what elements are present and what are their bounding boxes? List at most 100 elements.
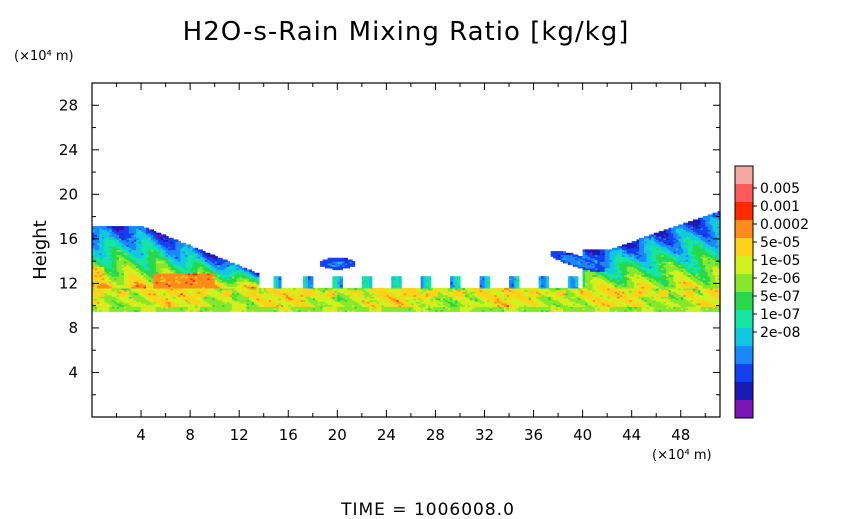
heatmap-cell (644, 299, 648, 302)
heatmap-cell (374, 309, 378, 312)
heatmap-cell (173, 309, 177, 312)
heatmap-cell (315, 292, 319, 296)
heatmap-cell (116, 309, 120, 312)
heatmap-cell (543, 279, 547, 282)
heatmap-cell (148, 296, 152, 299)
heatmap-cell (109, 281, 113, 284)
heatmap-cell (543, 284, 547, 287)
heatmap-cell (209, 291, 213, 294)
heatmap-cell (283, 299, 287, 302)
heatmap-cell (133, 301, 137, 304)
heatmap-cell (222, 277, 226, 281)
heatmap-cell (690, 277, 694, 281)
heatmap-cell (168, 302, 172, 306)
heatmap-cell (361, 287, 365, 291)
heatmap-cell (278, 304, 282, 307)
heatmap-cell (133, 309, 137, 312)
heatmap-cell (464, 299, 468, 302)
heatmap-cell (199, 307, 203, 311)
heatmap-cell (442, 306, 446, 309)
heatmap-cell (330, 294, 334, 297)
heatmap-cell (695, 282, 699, 286)
heatmap-cell (619, 296, 623, 299)
heatmap-cell (683, 307, 687, 311)
heatmap-cell (590, 299, 594, 302)
heatmap-cell (710, 297, 714, 301)
heatmap-cell (182, 301, 186, 304)
heatmap-cell (175, 286, 179, 289)
heatmap-cell (197, 289, 201, 292)
heatmap-cell (356, 302, 360, 306)
heatmap-cell (173, 302, 177, 306)
heatmap-cell (342, 289, 346, 292)
heatmap-cell (251, 286, 255, 289)
heatmap-cell (278, 302, 282, 306)
heatmap-cell (234, 277, 238, 281)
heatmap-cell (325, 289, 329, 292)
heatmap-cell (634, 309, 638, 312)
heatmap-cell (332, 286, 336, 289)
heatmap-cell (209, 279, 213, 282)
heatmap-cell (175, 277, 179, 281)
heatmap-cell (504, 296, 508, 299)
heatmap-cell (580, 299, 584, 302)
heatmap-cell (285, 287, 289, 291)
heatmap-cell (670, 289, 674, 292)
heatmap-cell (555, 304, 559, 307)
heatmap-cell (538, 296, 542, 299)
heatmap-cell (450, 297, 454, 301)
heatmap-cell (710, 309, 714, 312)
heatmap-cell (369, 291, 373, 294)
heatmap-cell (359, 289, 363, 292)
heatmap-cell (636, 304, 640, 307)
heatmap-cell (410, 296, 414, 299)
heatmap-cell (550, 309, 554, 312)
heatmap-cell (410, 309, 414, 312)
heatmap-cell (634, 302, 638, 306)
heatmap-cell (160, 297, 164, 301)
heatmap-cell (538, 309, 542, 312)
heatmap-cell (543, 307, 547, 311)
heatmap-cell (455, 277, 459, 281)
heatmap-cell (199, 296, 203, 299)
heatmap-cell (293, 309, 297, 312)
heatmap-cell (175, 274, 179, 277)
heatmap-cell (376, 294, 380, 297)
heatmap-cell (479, 286, 483, 289)
heatmap-cell (403, 291, 407, 294)
heatmap-cell (693, 276, 697, 279)
heatmap-cell (452, 282, 456, 286)
heatmap-cell (146, 306, 150, 309)
heatmap-cell (347, 304, 351, 307)
heatmap-cell (116, 282, 120, 286)
heatmap-cell (548, 292, 552, 296)
heatmap-cell (386, 301, 390, 304)
heatmap-cell (273, 287, 277, 291)
heatmap-cell (393, 277, 397, 281)
heatmap-cell (580, 302, 584, 306)
heatmap-cell (99, 289, 103, 292)
heatmap-cell (249, 287, 253, 291)
heatmap-cell (513, 282, 517, 286)
heatmap-cell (509, 289, 513, 292)
heatmap-cell (617, 279, 621, 282)
heatmap-cell (447, 292, 451, 296)
heatmap-cell (268, 292, 272, 296)
heatmap-cell (330, 302, 334, 306)
heatmap-cell (670, 291, 674, 294)
heatmap-cell (423, 292, 427, 296)
heatmap-cell (185, 287, 189, 291)
heatmap-cell (558, 294, 562, 297)
heatmap-cell (356, 294, 360, 297)
heatmap-cell (452, 309, 456, 312)
heatmap-cell (408, 287, 412, 291)
heatmap-cell (675, 279, 679, 282)
heatmap-cell (521, 292, 525, 296)
heatmap-cell (403, 301, 407, 304)
heatmap-cell (128, 281, 132, 284)
heatmap-cell (94, 286, 98, 289)
heatmap-cell (312, 307, 316, 311)
heatmap-cell (273, 284, 277, 287)
heatmap-cell (518, 292, 522, 296)
heatmap-cell (180, 272, 184, 276)
